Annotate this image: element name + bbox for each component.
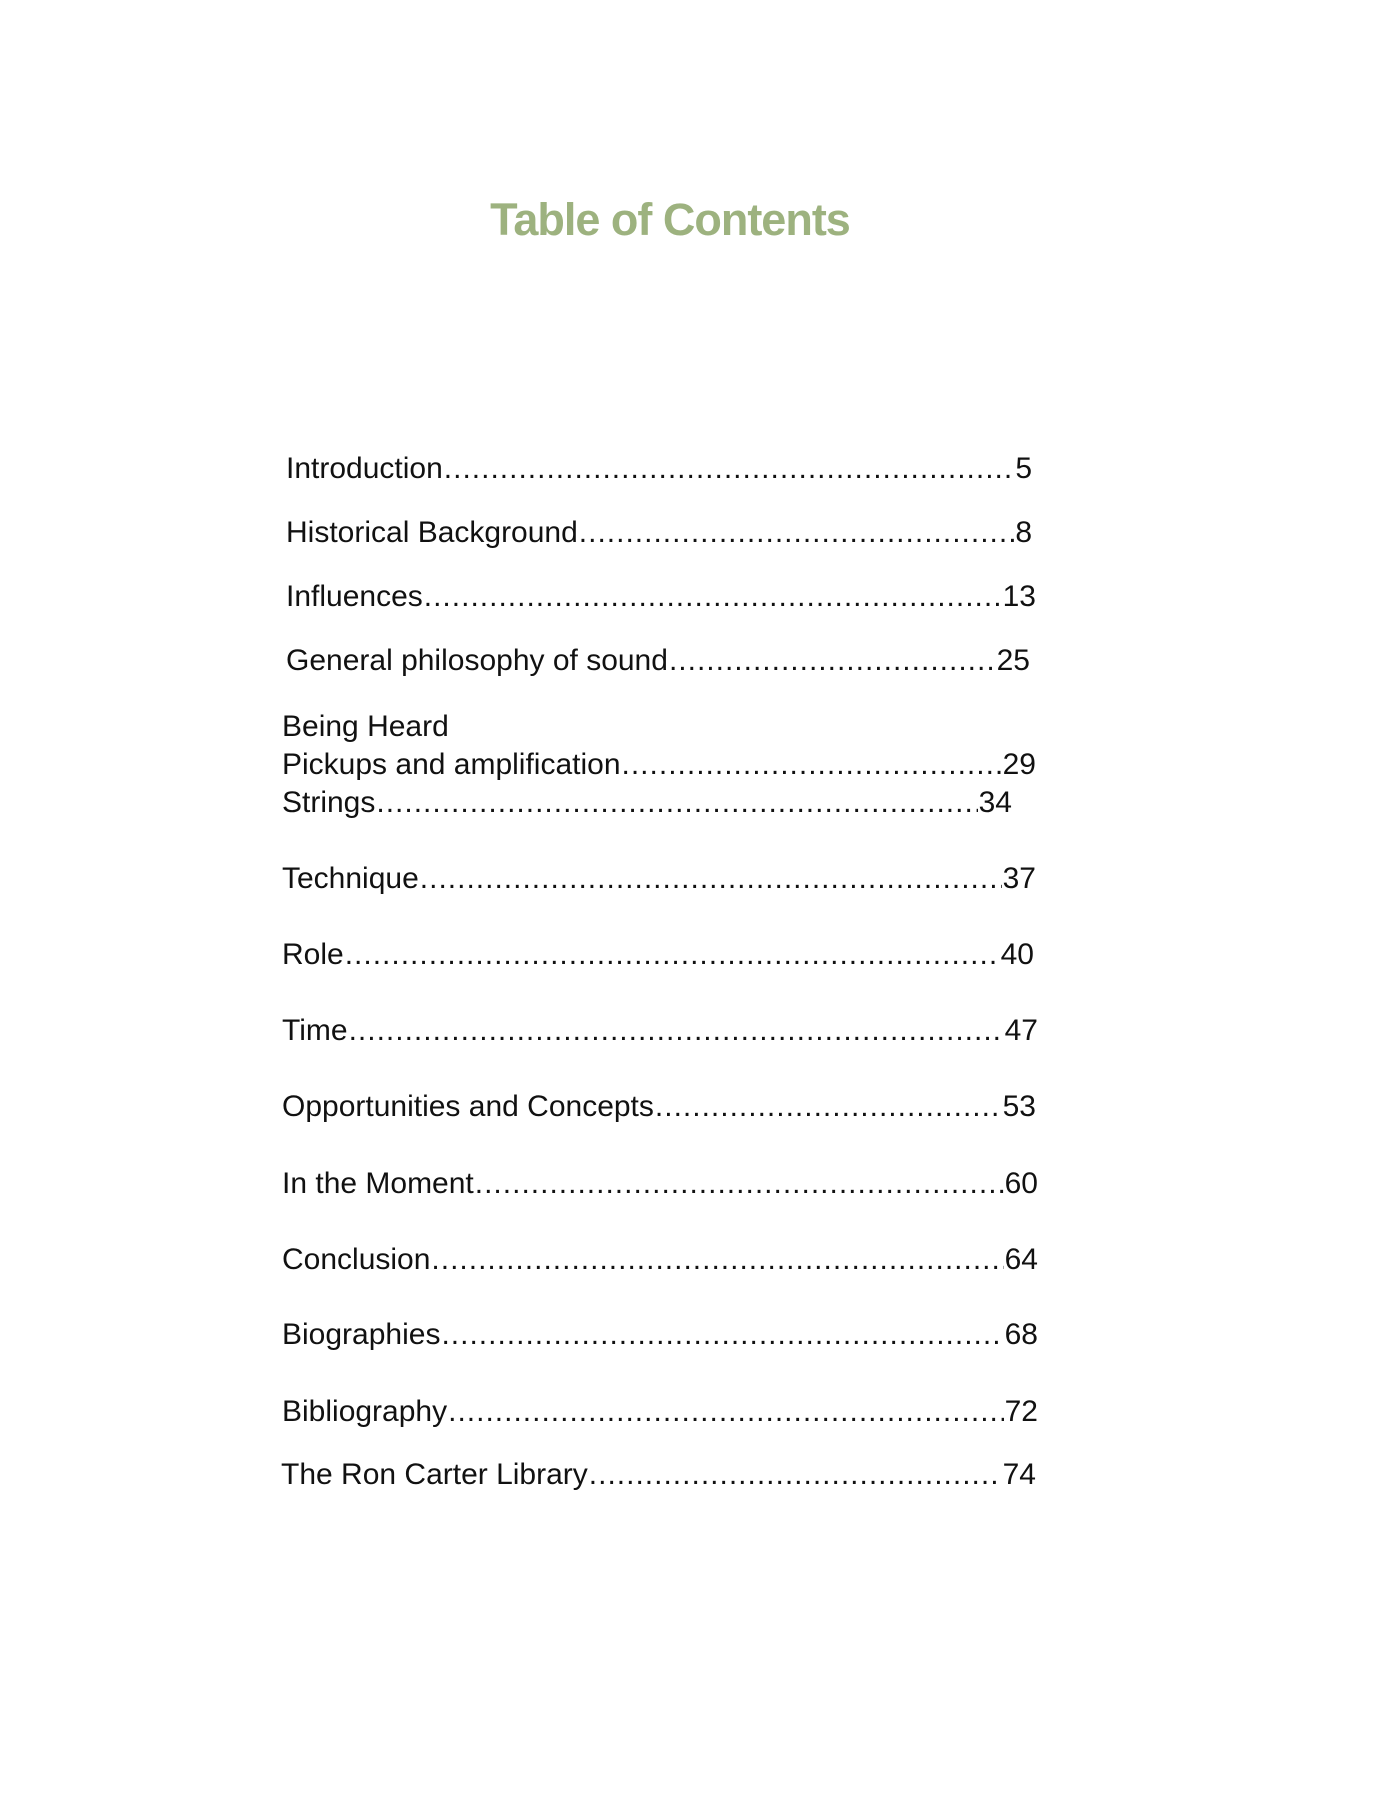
dot-leader <box>579 516 1015 550</box>
toc-entry-page: 25 <box>996 644 1030 677</box>
toc-entry[interactable]: Opportunities and Concepts 53 <box>282 1090 1036 1124</box>
toc-entry-page: 53 <box>1002 1090 1036 1123</box>
toc-entry-label: Technique <box>282 862 419 895</box>
dot-leader <box>441 1318 1003 1352</box>
toc-entry-page: 72 <box>1004 1395 1038 1428</box>
toc-entry[interactable]: Conclusion 64 <box>282 1243 1038 1277</box>
dot-leader <box>622 748 1002 782</box>
toc-entry-page: 37 <box>1002 862 1036 895</box>
toc-entry[interactable]: Strings 34 <box>282 786 1012 820</box>
toc-entry[interactable]: Bibliography 72 <box>282 1395 1038 1429</box>
dot-leader <box>376 786 977 820</box>
toc-entry-page: 47 <box>1004 1014 1038 1047</box>
dot-leader <box>589 1458 1002 1492</box>
toc-entry-label: Strings <box>282 786 376 819</box>
toc-entry-label: Introduction <box>286 452 443 485</box>
toc-entry[interactable]: Historical Background 8 <box>286 516 1032 550</box>
toc-entry-label: Conclusion <box>282 1243 431 1276</box>
toc-entry-label: General philosophy of sound <box>286 644 668 677</box>
toc-entry[interactable]: Technique 37 <box>282 862 1036 896</box>
toc-entry-page: 13 <box>1002 580 1036 613</box>
toc-entry[interactable]: In the Moment 60 <box>282 1167 1038 1201</box>
dot-leader <box>475 1167 1004 1201</box>
toc-entry-page: 8 <box>1015 516 1032 549</box>
toc-entry-label: The Ron Carter Library <box>281 1458 588 1491</box>
toc-entry-label: Pickups and amplification <box>282 748 621 781</box>
toc-entry-label: Time <box>282 1014 348 1047</box>
section-heading-being-heard: Being Heard <box>282 710 449 743</box>
toc-entry-label: Influences <box>286 580 423 613</box>
toc-entry-label: In the Moment <box>282 1167 474 1200</box>
toc-entry[interactable]: General philosophy of sound 25 <box>286 644 1030 678</box>
dot-leader <box>669 644 996 678</box>
dot-leader <box>345 938 1000 972</box>
toc-entry-label: Role <box>282 938 344 971</box>
dot-leader <box>349 1014 1004 1048</box>
toc-entry-label: Bibliography <box>282 1395 448 1428</box>
toc-entry[interactable]: Influences 13 <box>286 580 1036 614</box>
toc-entry-label: Biographies <box>282 1318 441 1351</box>
toc-entry[interactable]: The Ron Carter Library 74 <box>281 1458 1036 1492</box>
toc-entry-page: 60 <box>1004 1167 1038 1200</box>
toc-entry[interactable]: Biographies 68 <box>282 1318 1038 1352</box>
toc-entry-page: 29 <box>1002 748 1036 781</box>
toc-entry-page: 34 <box>978 786 1012 819</box>
dot-leader <box>655 1090 1002 1124</box>
toc-entry-page: 74 <box>1002 1458 1036 1491</box>
dot-leader <box>448 1395 1004 1429</box>
toc-entry[interactable]: Pickups and amplification 29 <box>282 748 1036 782</box>
dot-leader <box>444 452 1015 486</box>
toc-entry[interactable]: Role 40 <box>282 938 1034 972</box>
toc-entry-page: 40 <box>1000 938 1034 971</box>
toc-entry[interactable]: Time 47 <box>282 1014 1038 1048</box>
toc-entry[interactable]: Introduction 5 <box>286 452 1032 486</box>
toc-entry-page: 5 <box>1015 452 1032 485</box>
toc-entry-page: 64 <box>1004 1243 1038 1276</box>
toc-entry-label: Opportunities and Concepts <box>282 1090 654 1123</box>
toc-entry-label: Historical Background <box>286 516 578 549</box>
toc-entry-page: 68 <box>1004 1318 1038 1351</box>
dot-leader <box>420 862 1002 896</box>
page-title: Table of Contents <box>490 194 851 245</box>
dot-leader <box>424 580 1002 614</box>
dot-leader <box>431 1243 1003 1277</box>
